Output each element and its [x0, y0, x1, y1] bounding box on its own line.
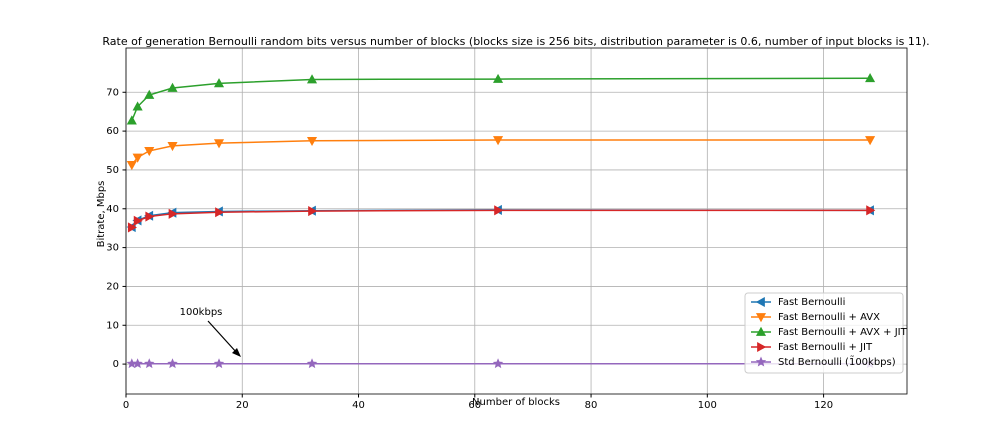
marker: [126, 161, 137, 171]
marker: [492, 73, 504, 83]
y-tick-label: 40: [106, 204, 119, 215]
legend-label: Fast Bernoulli + AVX: [778, 312, 880, 323]
marker: [132, 153, 143, 163]
marker: [144, 147, 155, 157]
annotation: 100kbps: [180, 307, 223, 318]
y-tick-label: 10: [106, 320, 119, 331]
marker: [213, 139, 225, 149]
marker: [755, 313, 767, 323]
marker: [213, 78, 225, 88]
marker: [306, 358, 318, 369]
legend-box: [744, 292, 904, 374]
x-tick-label: 80: [585, 400, 598, 411]
x-tick-label: 120: [814, 400, 833, 411]
marker: [755, 296, 765, 308]
marker: [168, 208, 178, 219]
annotation-arrow: [207, 320, 238, 354]
marker: [492, 136, 504, 146]
marker: [215, 207, 225, 218]
legend-label: Fast Bernoulli: [778, 297, 845, 308]
y-tick-label: 20: [106, 281, 119, 292]
marker: [865, 136, 876, 146]
chart-title: Rate of generation Bernoulli random bits…: [102, 35, 929, 48]
legend-label: Fast Bernoulli + AVX + JIT: [778, 327, 908, 338]
marker: [492, 358, 504, 369]
marker: [213, 358, 225, 369]
y-tick-label: 30: [106, 243, 119, 254]
marker: [755, 356, 767, 367]
x-tick-label: 60: [468, 400, 481, 411]
y-tick-label: 60: [106, 126, 119, 137]
marker: [127, 222, 138, 233]
marker: [306, 74, 318, 84]
plot-frame: [125, 47, 908, 395]
x-tick-label: 40: [352, 400, 365, 411]
marker: [167, 358, 178, 369]
marker: [306, 136, 318, 147]
x-tick-label: 100: [698, 400, 717, 411]
arrow-head: [232, 348, 241, 357]
marker: [144, 89, 155, 99]
marker: [866, 205, 876, 216]
marker: [144, 358, 155, 369]
y-tick-label: 0: [113, 359, 119, 370]
marker: [494, 205, 504, 216]
marker: [132, 101, 143, 111]
y-axis-label: Bitrate, Mbps: [96, 181, 107, 248]
marker: [167, 141, 178, 152]
marker: [757, 341, 767, 353]
marker: [755, 326, 767, 336]
marker: [132, 358, 143, 369]
legend-label: Std Bernoulli (1̃00kbps): [778, 354, 896, 368]
marker: [865, 73, 876, 83]
marker: [145, 211, 155, 222]
marker: [308, 206, 318, 217]
x-tick-label: 20: [236, 400, 249, 411]
marker: [167, 82, 178, 92]
marker: [126, 115, 137, 125]
legend-label: Fast Bernoulli + JIT: [778, 342, 873, 353]
y-tick-label: 50: [106, 165, 119, 176]
x-axis-label: Number of blocks: [472, 397, 560, 408]
x-tick-label: 0: [123, 400, 129, 411]
y-tick-label: 70: [106, 87, 119, 98]
series-line: [131, 77, 871, 121]
marker: [133, 215, 143, 226]
